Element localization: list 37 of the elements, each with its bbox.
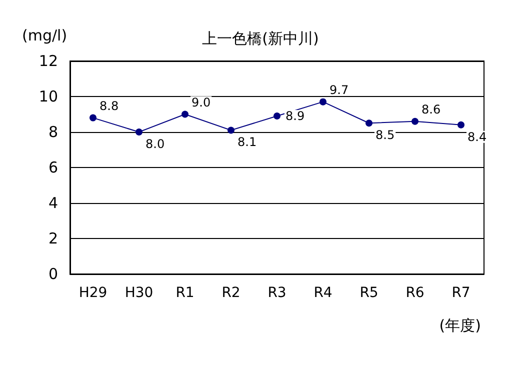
point [366, 120, 372, 127]
data-label: 8.0 [146, 137, 165, 151]
x-tick-label: R7 [452, 285, 470, 301]
x-tick-label: H29 [78, 285, 108, 301]
x-axis-title: (年度) [439, 316, 482, 334]
data-label: 8.5 [376, 128, 395, 142]
y-tick-label: 2 [48, 230, 58, 248]
data-label: 8.6 [422, 102, 441, 116]
x-tick-label: R6 [406, 285, 424, 301]
y-tick-label: 8 [48, 123, 58, 141]
point [182, 110, 188, 118]
point [274, 112, 280, 120]
x-tick-label: R2 [222, 285, 240, 301]
data-label: 8.1 [238, 135, 257, 150]
x-tick-label: R4 [314, 285, 332, 301]
x-tick-label: H30 [124, 285, 154, 301]
y-tick-label: 4 [48, 194, 58, 212]
point [412, 118, 418, 125]
y-tick-label: 6 [48, 158, 58, 176]
point [228, 126, 234, 134]
data-label: 8.9 [286, 109, 305, 124]
chart-title: 上一色橋(新中川) [202, 30, 319, 48]
y-tick-label: 0 [48, 265, 58, 283]
y-tick-label: 10 [38, 88, 58, 106]
point [136, 128, 142, 136]
x-tick-label: R1 [176, 285, 194, 301]
data-label: 8.8 [100, 98, 119, 113]
x-tick-label: R3 [268, 285, 286, 301]
x-tick-label: R5 [360, 285, 378, 301]
y-axis-title: (mg/l) [22, 26, 68, 44]
point [320, 98, 326, 106]
point [458, 121, 464, 128]
y-tick-label: 12 [38, 52, 58, 70]
point [90, 114, 96, 122]
data-label: 9.7 [330, 82, 349, 97]
data-label: 8.4 [468, 130, 487, 144]
data-label: 9.0 [192, 95, 211, 110]
